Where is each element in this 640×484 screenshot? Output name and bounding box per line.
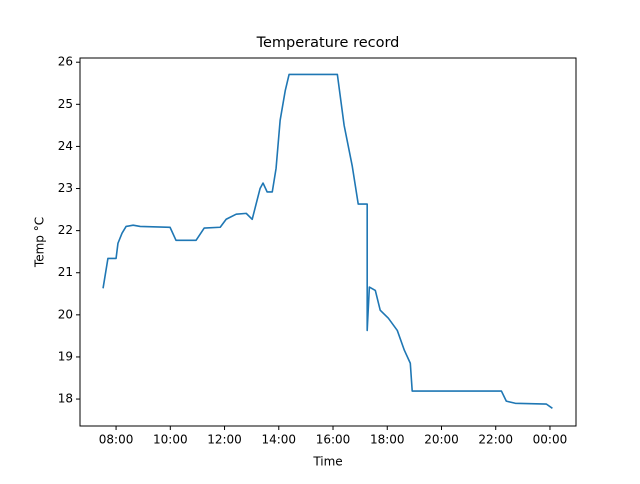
x-tick-label: 10:00 [153,433,188,447]
x-tick-label: 14:00 [261,433,296,447]
x-tick-label: 08:00 [99,433,134,447]
y-tick-label: 19 [58,349,73,363]
y-tick-label: 26 [58,55,73,69]
x-tick-label: 00:00 [533,433,568,447]
y-tick-label: 18 [58,392,73,406]
x-tick-label: 16:00 [316,433,351,447]
y-tick-label: 24 [58,139,73,153]
x-tick-label: 12:00 [207,433,242,447]
y-tick-label: 22 [58,223,73,237]
y-axis-label: Temp °C [33,217,47,268]
y-tick-label: 21 [58,265,73,279]
y-tick-label: 25 [58,97,73,111]
x-tick-label: 20:00 [424,433,459,447]
data-line [102,73,553,409]
x-tick-label: 18:00 [370,433,405,447]
y-tick-label: 20 [58,307,73,321]
x-tick-label: 22:00 [478,433,513,447]
x-axis-label: Time [312,455,342,469]
plot-frame [79,57,577,427]
chart-title: Temperature record [256,35,400,51]
y-tick-label: 23 [58,181,73,195]
